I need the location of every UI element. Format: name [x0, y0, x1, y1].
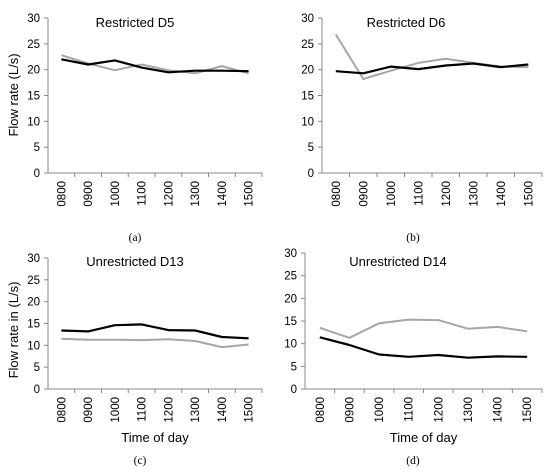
y-tick-label: 15 — [301, 91, 314, 103]
x-tick-label: 1200 — [163, 181, 175, 207]
x-tick-label: 0800 — [56, 181, 68, 207]
x-tick-label: 1300 — [468, 181, 480, 207]
x-tick-label: 1300 — [190, 181, 202, 207]
y-tick-label: 5 — [34, 362, 40, 374]
x-tick-label: 1200 — [441, 181, 453, 207]
x-tick-label: 1400 — [493, 397, 505, 423]
chart-title: Unrestricted D14 — [349, 254, 447, 269]
y-tick-label: 5 — [308, 142, 314, 154]
y-tick-label: 5 — [291, 361, 297, 373]
y-tick-label: 15 — [27, 91, 40, 103]
x-tick-label: 1400 — [217, 181, 229, 207]
x-tick-label: 1100 — [137, 397, 149, 422]
x-tick-label: 0900 — [83, 181, 95, 207]
x-tick-label: 1400 — [217, 397, 229, 423]
x-tick-label: 1400 — [496, 181, 508, 207]
x-axis-label: Time of day — [390, 430, 458, 445]
y-tick-label: 30 — [27, 13, 40, 25]
x-tick-label: 1000 — [110, 181, 122, 207]
series-line-2 — [61, 323, 249, 340]
chart-title: Restricted D6 — [367, 15, 446, 30]
x-tick-label: 1500 — [244, 397, 256, 423]
y-tick-label: 20 — [27, 297, 40, 309]
y-tick-label: 30 — [27, 253, 40, 265]
y-tick-label: 0 — [291, 384, 297, 396]
x-tick-label: 1500 — [244, 181, 256, 207]
x-tick-label: 1300 — [463, 397, 475, 423]
x-tick-label: 0800 — [315, 397, 327, 423]
y-axis-label: Flow rate (L/s) — [6, 53, 21, 136]
panel-label: (d) — [406, 455, 420, 467]
chart-title: Unrestricted D13 — [86, 254, 184, 269]
y-tick-label: 10 — [27, 116, 40, 128]
x-tick-label: 1100 — [404, 397, 416, 422]
series-line-2 — [319, 336, 528, 359]
chart-title: Restricted D5 — [96, 15, 175, 30]
x-tick-label: 0800 — [331, 181, 343, 207]
x-tick-label: 0900 — [358, 181, 370, 207]
y-tick-label: 25 — [27, 39, 40, 51]
x-tick-label: 1500 — [522, 397, 534, 423]
x-tick-label: 1000 — [110, 397, 122, 423]
x-tick-label: 1100 — [137, 181, 149, 206]
y-tick-label: 20 — [27, 65, 40, 77]
x-tick-label: 0900 — [344, 397, 356, 423]
y-tick-label: 10 — [301, 116, 314, 128]
x-tick-label: 1200 — [163, 397, 175, 423]
y-tick-label: 5 — [34, 142, 40, 154]
y-tick-label: 10 — [284, 339, 297, 351]
x-tick-label: 1000 — [386, 181, 398, 207]
x-tick-label: 1100 — [413, 181, 425, 206]
y-tick-label: 25 — [284, 271, 297, 283]
y-tick-label: 20 — [284, 293, 297, 305]
y-axis-label: Flow rate in (L/s) — [6, 282, 21, 379]
y-tick-label: 0 — [34, 168, 40, 180]
y-tick-label: 25 — [301, 39, 314, 51]
x-tick-label: 0800 — [56, 397, 68, 423]
y-tick-label: 10 — [27, 340, 40, 352]
series-line-2 — [335, 62, 529, 75]
x-tick-label: 1000 — [374, 397, 386, 423]
y-tick-label: 0 — [308, 168, 314, 180]
x-tick-label: 0900 — [83, 397, 95, 423]
series-line-2 — [61, 58, 249, 74]
y-tick-label: 20 — [301, 65, 314, 77]
panel-label: (a) — [129, 232, 142, 244]
series-line-1 — [319, 318, 528, 339]
y-tick-label: 0 — [34, 384, 40, 396]
x-axis-label: Time of day — [121, 430, 189, 445]
x-tick-label: 1200 — [433, 397, 445, 423]
y-tick-label: 25 — [27, 275, 40, 287]
y-tick-label: 30 — [284, 248, 297, 260]
x-tick-label: 1300 — [190, 397, 202, 423]
y-tick-label: 15 — [284, 316, 297, 328]
y-tick-label: 30 — [301, 13, 314, 25]
y-tick-label: 15 — [27, 319, 40, 331]
series-line-1 — [61, 337, 249, 349]
x-tick-label: 1500 — [523, 181, 535, 207]
panel-label: (b) — [406, 232, 420, 244]
panel-label: (c) — [134, 455, 147, 467]
